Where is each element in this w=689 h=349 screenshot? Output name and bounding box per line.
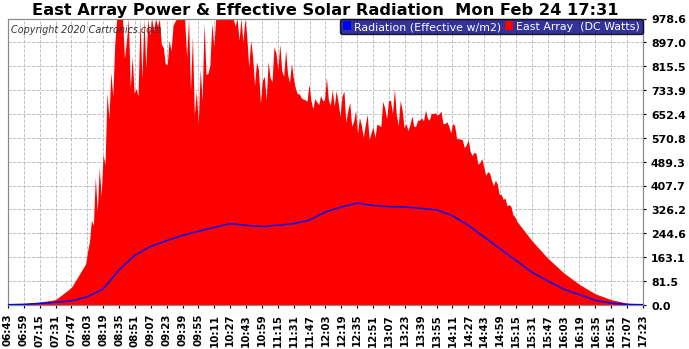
- Legend: Radiation (Effective w/m2), East Array  (DC Watts): Radiation (Effective w/m2), East Array (…: [340, 19, 643, 35]
- Title: East Array Power & Effective Solar Radiation  Mon Feb 24 17:31: East Array Power & Effective Solar Radia…: [32, 3, 619, 18]
- Text: Copyright 2020 Cartronics.com: Copyright 2020 Cartronics.com: [11, 25, 161, 35]
